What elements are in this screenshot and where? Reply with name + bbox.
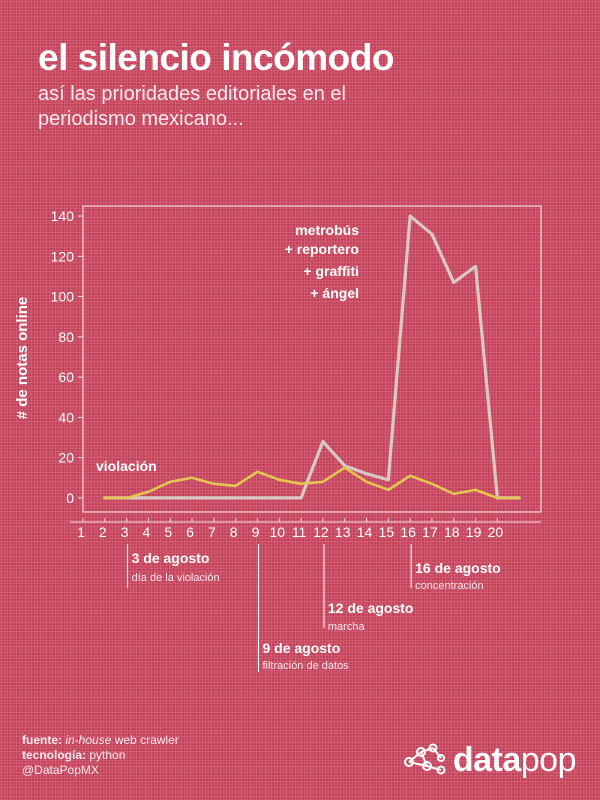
y-tick-label: 20 — [58, 450, 74, 466]
annotation-subtitle: concentración — [415, 580, 484, 592]
logo-text: datapop — [452, 740, 577, 779]
series-label-metrobus-line: metrobús — [295, 222, 359, 238]
x-tick-label: 17 — [422, 524, 438, 540]
x-tick-label: 10 — [269, 524, 285, 540]
network-nodes-icon — [403, 743, 446, 775]
annotation-title: 3 de agosto — [132, 550, 210, 566]
x-tick-label: 9 — [252, 524, 260, 540]
annotation-subtitle: filtración de datos — [262, 660, 349, 672]
x-tick-label: 20 — [488, 524, 504, 540]
x-tick-label: 7 — [208, 524, 216, 540]
x-tick-label: 12 — [313, 524, 329, 540]
y-tick-label: 60 — [58, 369, 74, 385]
x-tick-label: 14 — [357, 524, 373, 540]
x-tick-label: 18 — [444, 524, 460, 540]
y-tick-label: 120 — [51, 248, 75, 264]
x-tick-label: 8 — [230, 524, 238, 540]
series-label-violacion: violación — [96, 458, 157, 474]
x-tick-label: 5 — [164, 524, 172, 540]
x-tick-label: 16 — [400, 524, 416, 540]
x-tick-label: 15 — [379, 524, 395, 540]
y-tick-label: 0 — [66, 490, 74, 506]
x-tick-label: 11 — [292, 524, 307, 540]
x-tick-label: 4 — [143, 524, 151, 540]
page-subtitle: así las prioridades editoriales en el pe… — [38, 83, 346, 130]
y-tick-label: 100 — [51, 289, 75, 305]
y-tick-label: 80 — [58, 329, 74, 345]
annotation-title: 16 de agosto — [415, 560, 501, 576]
y-tick-label: 140 — [51, 208, 75, 224]
x-tick-label: 1 — [77, 524, 85, 540]
plot-frame — [82, 205, 542, 513]
page-title: el silencio incómodo — [38, 37, 394, 78]
annotation-subtitle: marcha — [328, 621, 366, 633]
series-label-metrobus-line: + ángel — [310, 285, 359, 301]
annotation-title: 12 de agosto — [328, 600, 414, 616]
y-tick-label: 40 — [58, 409, 74, 425]
technology-line: tecnología: python — [22, 748, 126, 762]
series-line-metrobus — [103, 214, 521, 500]
x-tick-label: 3 — [121, 524, 129, 540]
x-tick-label: 2 — [99, 524, 107, 540]
annotation-subtitle: día de la violación — [132, 572, 220, 584]
annotation-title: 9 de agosto — [262, 640, 340, 656]
datapop-logo: datapop — [403, 740, 577, 780]
series-label-metrobus-line: + graffiti — [303, 263, 359, 279]
series-label-metrobus-line: + reportero — [285, 241, 359, 257]
series-line-violacion — [103, 466, 521, 500]
x-tick-label: 19 — [466, 524, 482, 540]
source-line: fuente: in-house web crawler — [22, 733, 179, 747]
x-tick-label: 13 — [335, 524, 351, 540]
y-axis-label: # de notas online — [14, 297, 31, 420]
x-tick-label: 6 — [186, 524, 194, 540]
twitter-handle: @DataPopMX — [22, 763, 99, 777]
footer: fuente: in-house web crawler tecnología:… — [22, 733, 179, 778]
